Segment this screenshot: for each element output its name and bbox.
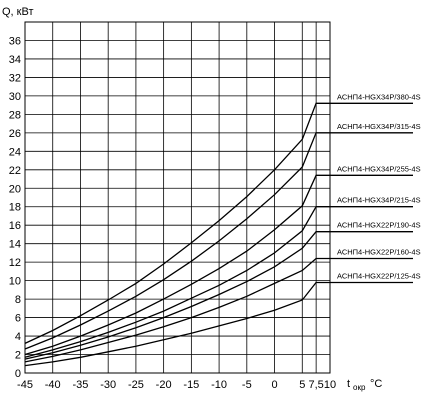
y-tick-label: 26 — [9, 128, 21, 140]
x-tick-label: -45 — [17, 379, 33, 391]
x-tick-label: -35 — [73, 379, 89, 391]
x-axis-label: t окр °C — [347, 378, 382, 392]
series-label: АСНП4-HGX22P/160-4S — [337, 247, 421, 256]
y-tick-label: 6 — [15, 313, 21, 325]
y-tick-label: 36 — [9, 35, 21, 47]
y-tick-label: 16 — [9, 220, 21, 232]
plot-frame — [24, 21, 331, 374]
x-tick-label: 7,5 — [308, 379, 323, 391]
series-label: АСНП4-HGX22P/125-4S — [337, 271, 421, 280]
y-tick-label: 12 — [9, 257, 21, 269]
grid — [24, 22, 331, 374]
x-tick-label: 10 — [324, 379, 336, 391]
series-line — [24, 132, 413, 350]
x-tick-label: -30 — [100, 379, 116, 391]
series-label: АСНП4-HGX22P/190-4S — [337, 221, 421, 230]
x-tick-label: -15 — [183, 379, 199, 391]
series-line — [24, 206, 413, 358]
x-axis-label-sub: окр — [353, 383, 366, 392]
x-tick-label: -5 — [242, 379, 252, 391]
y-tick-label: 24 — [9, 146, 21, 158]
y-tick-label: 18 — [9, 202, 21, 214]
x-tick-label: -40 — [45, 379, 61, 391]
series-label: АСНП4-HGX34P/215-4S — [337, 196, 421, 205]
x-tick-label: -25 — [128, 379, 144, 391]
y-tick-label: 0 — [15, 368, 21, 380]
x-tick-label: -10 — [211, 379, 227, 391]
x-tick-labels: -45 -40 -35 -30 -25 -20 -15 -10 -5 0 5 7,5 10 — [17, 379, 336, 391]
series-label: АСНП4-HGX34P/255-4S — [337, 164, 421, 173]
series-label: АСНП4-HGX34P/380-4S — [337, 92, 421, 101]
series-label: АСНП4-HGX34P/315-4S — [337, 122, 421, 131]
x-tick-label: 5 — [299, 379, 305, 391]
series-line — [24, 174, 413, 356]
series-line — [24, 102, 413, 344]
x-axis-label-main: t — [347, 378, 350, 390]
y-tick-label: 4 — [15, 331, 21, 343]
y-tick-label: 32 — [9, 72, 21, 84]
y-tick-label: 2 — [15, 350, 21, 362]
y-tick-label: 8 — [15, 294, 21, 306]
y-tick-label: 10 — [9, 276, 21, 288]
y-tick-label: 30 — [9, 91, 21, 103]
x-tick-label: 0 — [271, 379, 277, 391]
y-tick-label: 28 — [9, 109, 21, 121]
series-line — [24, 257, 413, 363]
series-line — [24, 281, 413, 367]
x-tick-label: -20 — [156, 379, 172, 391]
y-tick-label: 20 — [9, 183, 21, 195]
y-tick-label: 22 — [9, 165, 21, 177]
x-axis-label-unit: °C — [370, 378, 382, 390]
y-tick-label: 14 — [9, 239, 21, 251]
series-lines — [24, 102, 413, 367]
y-axis-label: Q, кВт — [2, 6, 34, 18]
series-labels: АСНП4-HGX34P/380-4S АСНП4-HGX34P/315-4S АС… — [337, 92, 421, 280]
series-line — [24, 231, 413, 360]
y-tick-label: 34 — [9, 54, 21, 66]
